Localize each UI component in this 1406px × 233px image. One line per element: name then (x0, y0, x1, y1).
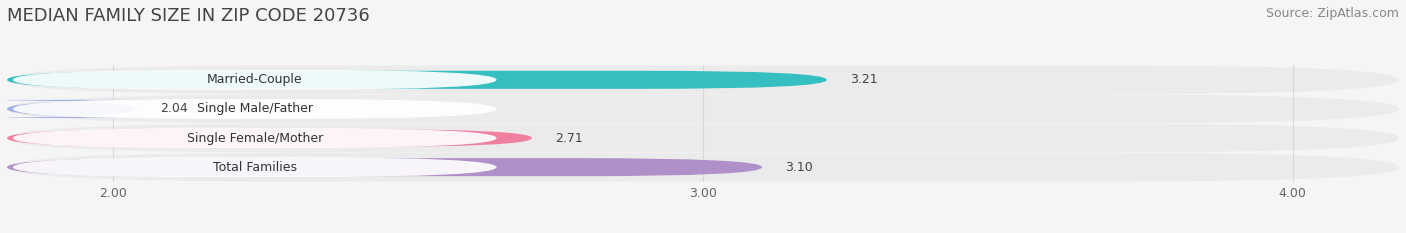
Text: MEDIAN FAMILY SIZE IN ZIP CODE 20736: MEDIAN FAMILY SIZE IN ZIP CODE 20736 (7, 7, 370, 25)
Text: Source: ZipAtlas.com: Source: ZipAtlas.com (1265, 7, 1399, 20)
FancyBboxPatch shape (13, 99, 496, 119)
Text: 2.71: 2.71 (555, 132, 583, 144)
FancyBboxPatch shape (13, 157, 496, 177)
FancyBboxPatch shape (7, 124, 1399, 152)
Text: Married-Couple: Married-Couple (207, 73, 302, 86)
Text: Single Female/Mother: Single Female/Mother (187, 132, 323, 144)
FancyBboxPatch shape (7, 71, 827, 89)
Text: 3.21: 3.21 (851, 73, 879, 86)
FancyBboxPatch shape (0, 100, 190, 118)
Text: Single Male/Father: Single Male/Father (197, 103, 312, 115)
Text: Total Families: Total Families (212, 161, 297, 174)
FancyBboxPatch shape (13, 128, 496, 148)
FancyBboxPatch shape (7, 129, 531, 147)
FancyBboxPatch shape (7, 95, 1399, 123)
FancyBboxPatch shape (7, 153, 1399, 182)
Text: 2.04: 2.04 (160, 103, 188, 115)
Text: 3.10: 3.10 (786, 161, 813, 174)
FancyBboxPatch shape (7, 65, 1399, 94)
FancyBboxPatch shape (7, 158, 762, 176)
FancyBboxPatch shape (13, 70, 496, 90)
